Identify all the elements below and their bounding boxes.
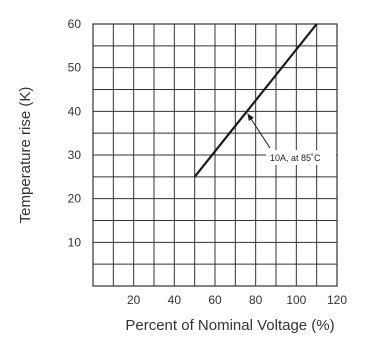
series-layer [193, 23, 318, 178]
x-tick-label: 60 [208, 293, 222, 307]
y-tick-label: 40 [68, 104, 82, 118]
x-tick-label: 40 [168, 293, 182, 307]
plot-frame [92, 23, 338, 287]
y-tick-label: 30 [68, 148, 82, 162]
y-tick-label: 50 [68, 61, 82, 75]
annotation-label: 10A, at 85˚C [270, 153, 321, 163]
annotation-label-background [266, 150, 336, 165]
annotation: 10A, at 85˚C [247, 113, 336, 165]
y-tick-label: 10 [68, 235, 82, 249]
x-tick-label: 80 [249, 293, 263, 307]
y-tick-label: 20 [68, 192, 82, 206]
x-tick-labels: 20 40 60 80 100 120 [127, 293, 347, 307]
x-axis-title: Percent of Nominal Voltage (%) [125, 317, 334, 334]
x-tick-label: 20 [127, 293, 141, 307]
x-tick-label: 120 [327, 293, 347, 307]
series-line [193, 23, 318, 178]
y-tick-label: 60 [68, 17, 82, 31]
x-tick-label: 100 [286, 293, 306, 307]
y-tick-labels: 10 20 30 40 50 60 [68, 17, 82, 249]
annotation-arrowhead [247, 113, 254, 122]
y-axis-title: Temperature rise (K) [17, 87, 34, 224]
